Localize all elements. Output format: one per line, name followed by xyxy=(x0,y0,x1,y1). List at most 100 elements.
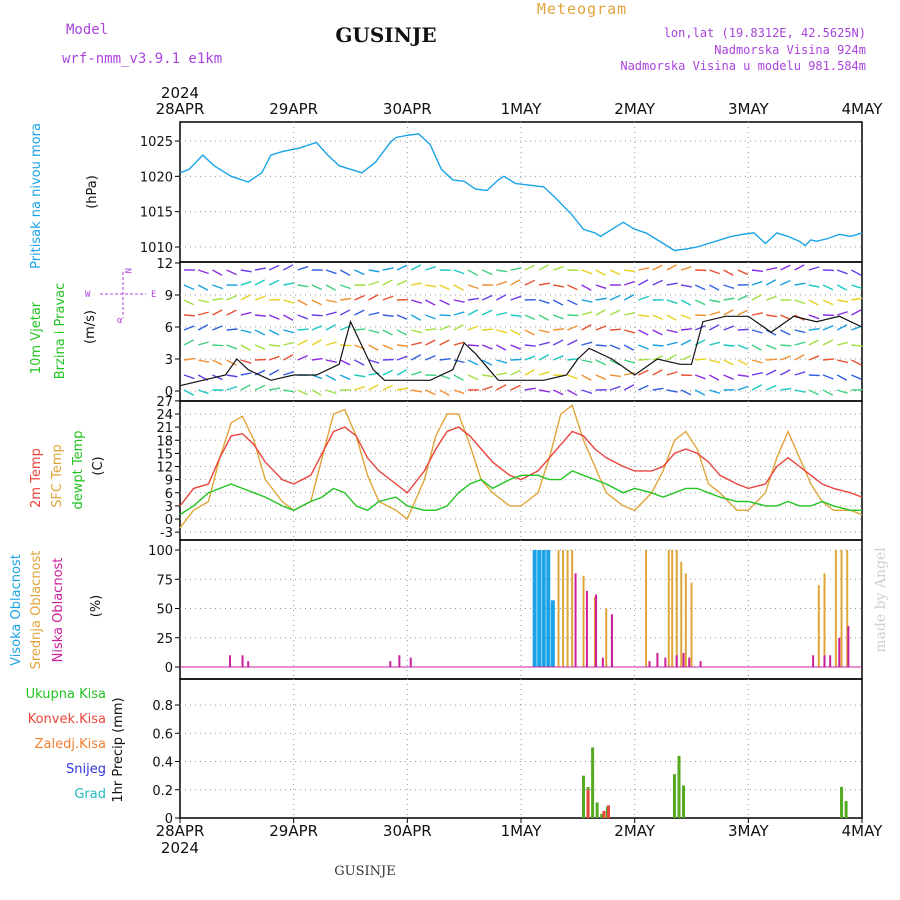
wind-arrow xyxy=(539,372,550,375)
conv-precip-bar xyxy=(587,790,590,818)
wind-arrow xyxy=(369,270,380,272)
wind-arrow xyxy=(766,386,776,390)
wind-arrow xyxy=(425,315,435,319)
wind-arrow xyxy=(851,375,861,379)
mid-cloud-bar xyxy=(685,573,687,667)
wind-arrow xyxy=(184,285,194,289)
wind-arrow xyxy=(454,390,464,393)
wind-arrow xyxy=(653,388,664,390)
wind-arrow xyxy=(212,360,222,365)
wind-arrow xyxy=(227,387,237,390)
y-tick-label: 9 xyxy=(165,474,173,489)
wind-arrow xyxy=(511,315,522,316)
wind-arrow xyxy=(326,285,336,290)
wind-arrow xyxy=(425,285,436,287)
wind-arrow xyxy=(227,310,237,315)
y-tick-label: 0.4 xyxy=(152,756,173,771)
wind-arrow xyxy=(354,387,364,390)
wind-arrow xyxy=(383,280,393,285)
wind-arrow xyxy=(539,355,549,360)
wind-arrow xyxy=(539,265,549,270)
wind-arrow xyxy=(780,345,791,346)
wind-arrow xyxy=(326,360,337,362)
model-label: Model xyxy=(66,22,108,38)
low-cloud-bar xyxy=(595,594,597,667)
conv-precip-bar xyxy=(607,805,610,818)
wind-arrow xyxy=(596,360,606,365)
y-tick-label: 6 xyxy=(165,487,173,502)
wind-arrow xyxy=(582,270,592,274)
y-tick-label: 0 xyxy=(165,513,173,528)
wind-arrow xyxy=(312,315,323,316)
temp-label-3: dewpt Temp xyxy=(71,430,86,509)
wind-arrow xyxy=(326,342,337,345)
temp-label-1: 2m Temp xyxy=(29,448,44,508)
low-cloud-bar xyxy=(229,655,231,667)
wind-arrow xyxy=(724,285,734,288)
year-label-bottom: 2024 xyxy=(161,839,199,857)
wind-arrow xyxy=(269,280,279,285)
wind-arrow xyxy=(241,360,252,363)
wind-arrow xyxy=(823,359,834,360)
y-tick-label: 75 xyxy=(156,573,173,588)
wind-arrow xyxy=(667,372,678,375)
wind-arrow xyxy=(283,372,293,375)
total-precip-bar xyxy=(582,776,585,818)
mid-cloud-bar xyxy=(558,550,560,667)
wind-label-2: Brzina i Pravac xyxy=(53,283,68,380)
cloud-label-3: Niska Oblacnost xyxy=(51,558,66,663)
total-precip-bar xyxy=(840,787,843,818)
wind-arrow xyxy=(340,375,350,380)
cloud-label-1: Visoka Oblacnost xyxy=(9,554,24,666)
wind-arrow xyxy=(525,330,535,335)
wind-arrow xyxy=(397,265,407,270)
temp-unit: (C) xyxy=(91,456,106,475)
wind-arrow xyxy=(809,267,820,270)
y-tick-label: 1015 xyxy=(140,206,173,221)
wind-arrow xyxy=(468,360,478,365)
pressure-panel: Pritisak na nivou mora (hPa) xyxy=(29,123,100,269)
low-cloud-bar xyxy=(389,661,391,667)
wind-arrow xyxy=(724,298,735,300)
wind-arrow xyxy=(369,295,379,300)
mid-cloud-bar xyxy=(835,550,837,667)
wind-arrow xyxy=(383,385,393,390)
wind-arrow xyxy=(241,312,252,315)
wind-arrow xyxy=(354,296,364,300)
wind-arrow xyxy=(482,375,493,377)
wind-arrow xyxy=(539,390,550,392)
wind-arrow xyxy=(283,283,294,285)
wind-arrow xyxy=(198,360,209,362)
wind-arrow xyxy=(525,265,535,270)
wind-arrow xyxy=(269,315,279,319)
wind-arrow xyxy=(752,295,762,300)
model-elevation: Nadmorska Visina u modelu 981.584m xyxy=(620,59,866,73)
model-name: wrf-nmm_v3.9.1 e1km xyxy=(62,51,222,67)
time-tick-label-top: 30APR xyxy=(383,100,432,118)
y-tick-label: 1020 xyxy=(140,170,173,185)
wind-arrow xyxy=(567,340,577,345)
wind-arrow xyxy=(709,342,720,345)
time-tick-label-bottom: 28APR xyxy=(156,822,205,840)
wind-arrow xyxy=(624,313,635,315)
wind-arrow xyxy=(809,390,819,395)
wind-arrow xyxy=(809,315,819,319)
high-cloud-bar xyxy=(537,550,541,667)
y-tick-label: 0.6 xyxy=(152,727,173,742)
mid-cloud-bar xyxy=(605,609,607,668)
wind-arrow xyxy=(482,345,492,349)
wind-arrow xyxy=(738,329,749,330)
low-cloud-bar xyxy=(700,661,702,667)
wind-arrow xyxy=(709,300,720,302)
wind-arrow xyxy=(582,300,593,302)
wind-arrow xyxy=(582,325,592,330)
time-tick-label-bottom: 30APR xyxy=(383,822,432,840)
total-precip-bar xyxy=(591,747,594,818)
wind-arrow xyxy=(837,312,848,315)
wind-arrow xyxy=(298,329,309,330)
wind-arrow xyxy=(255,330,265,335)
wind-arrow xyxy=(184,300,194,305)
wind-arrow xyxy=(709,375,719,380)
wind-arrow xyxy=(212,285,222,289)
wind-arrow xyxy=(525,388,536,390)
